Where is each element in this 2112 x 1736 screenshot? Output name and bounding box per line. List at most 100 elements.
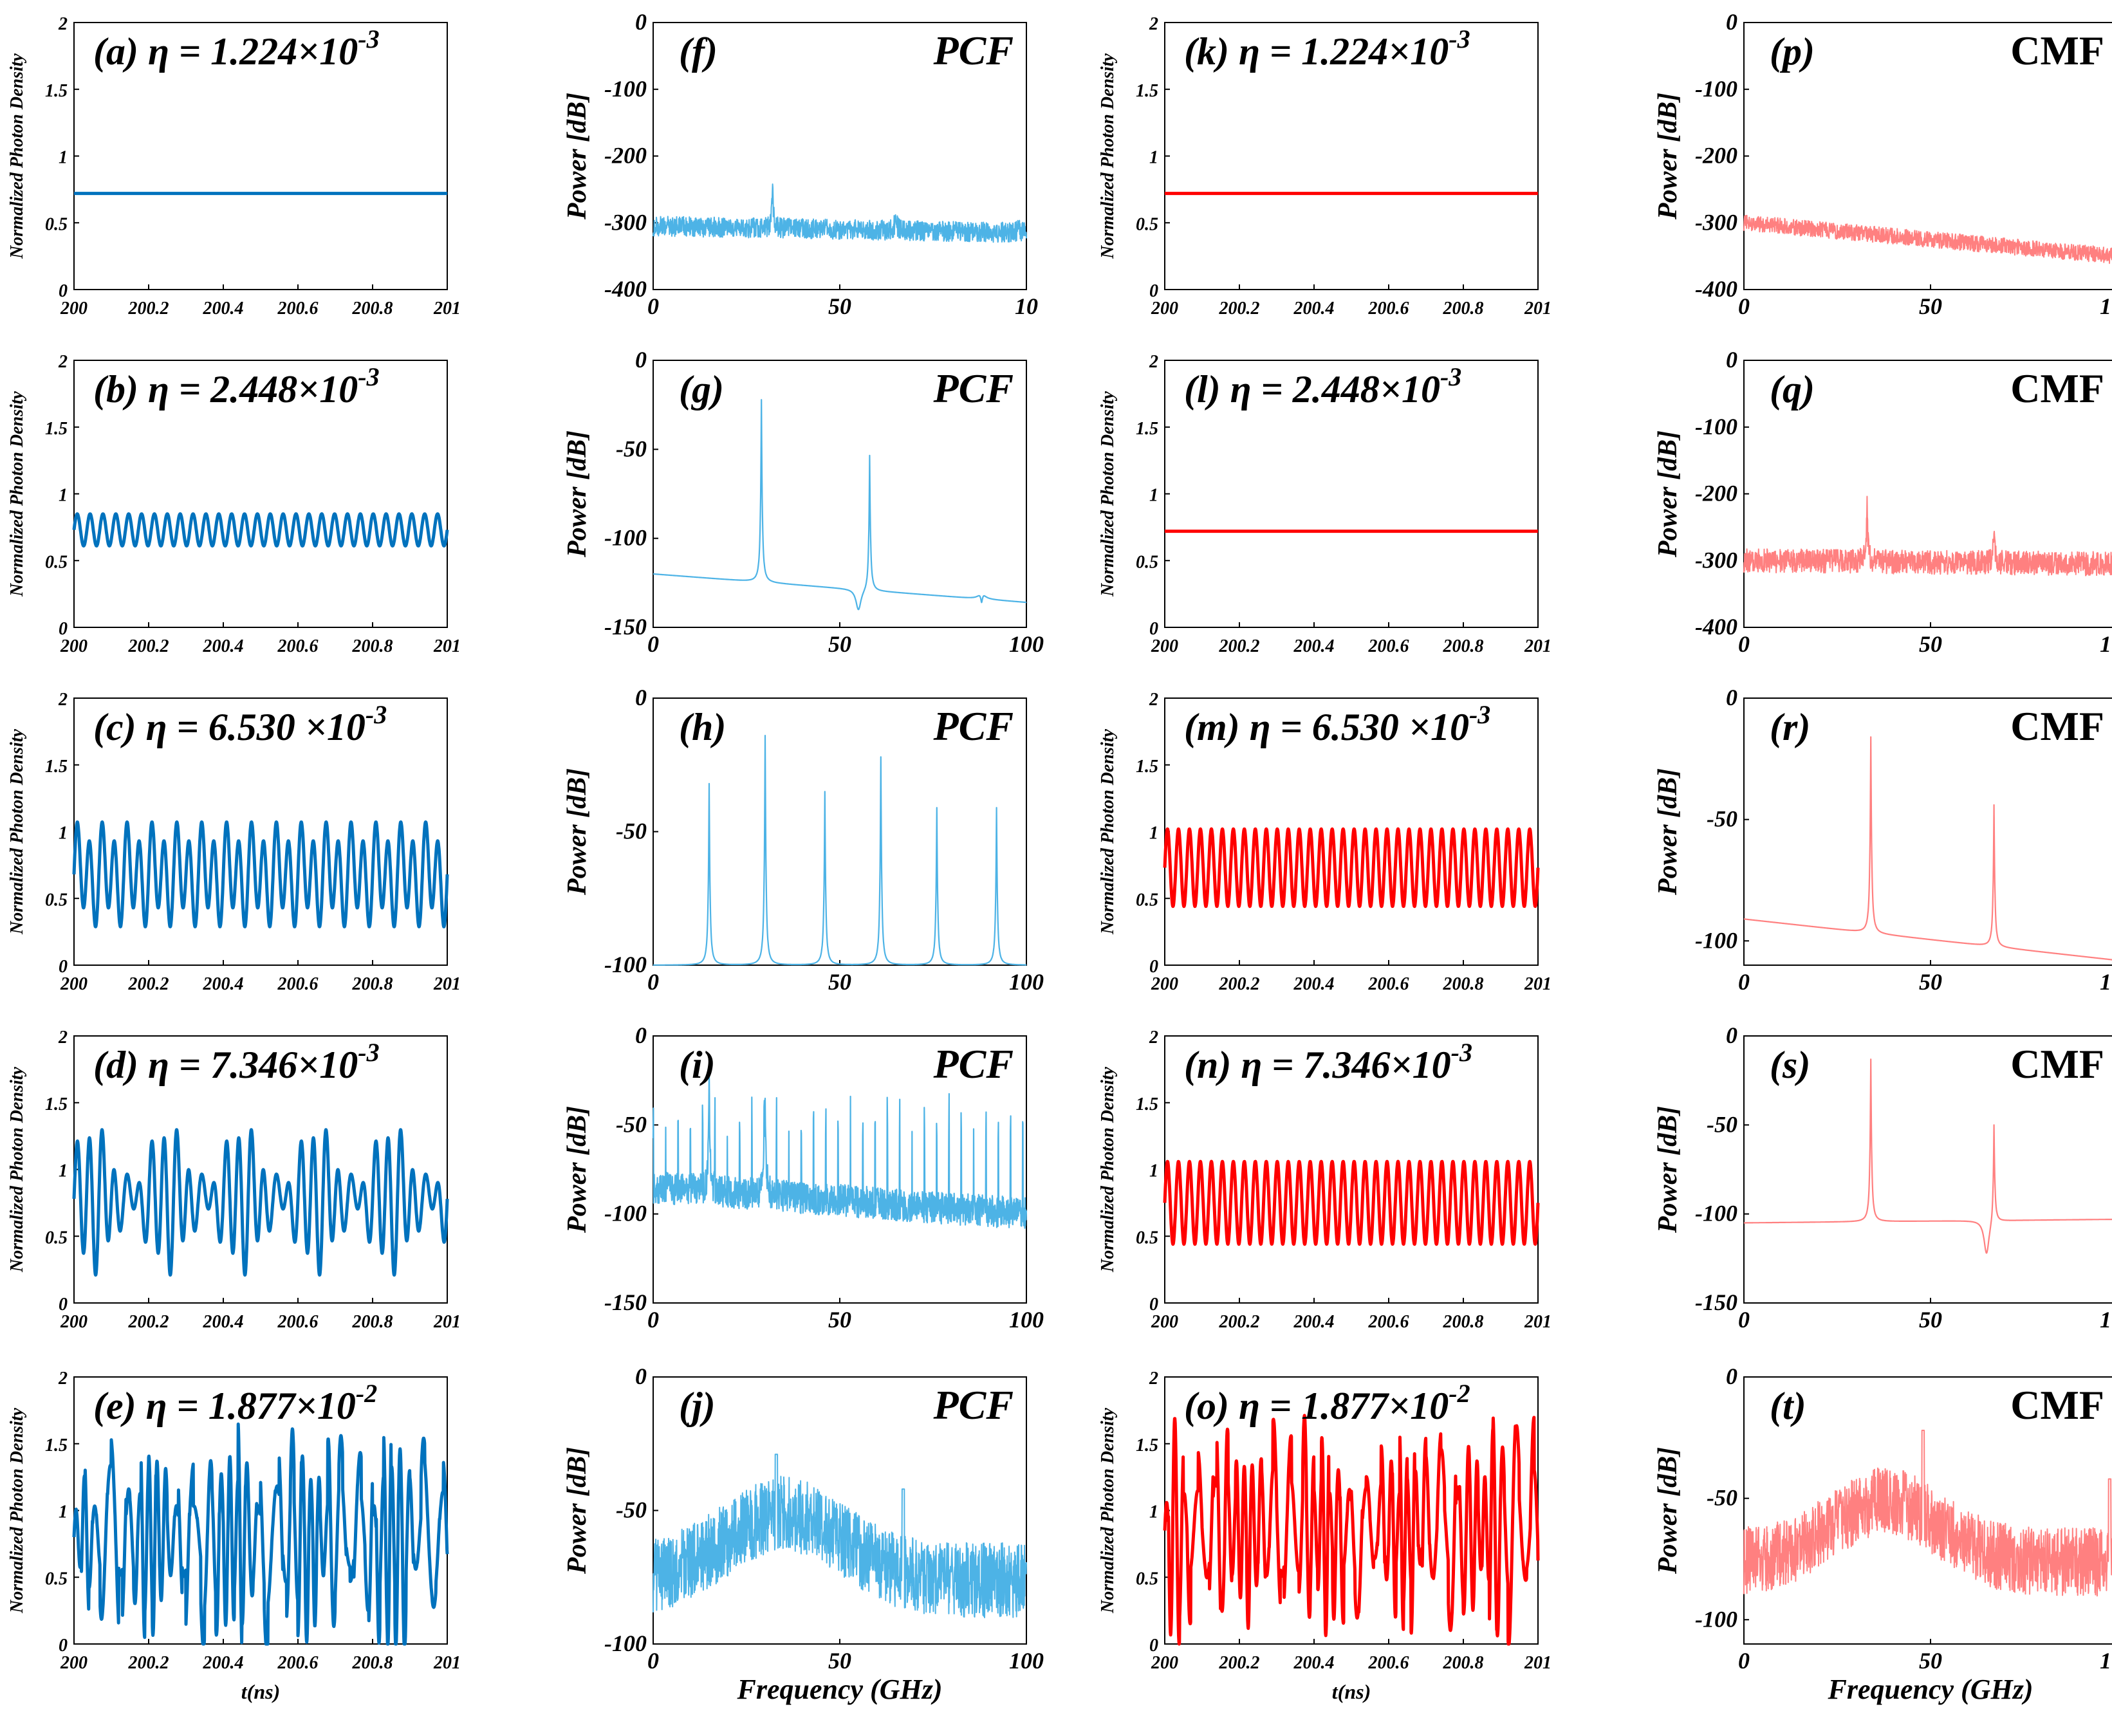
x-tick-label: 201 (433, 299, 461, 319)
y-axis-label: Normalized Photon Density (7, 1407, 27, 1613)
y-tick-label: 1 (1149, 1502, 1158, 1522)
y-tick-label: -400 (604, 276, 647, 302)
fiber-type-label: PCF (933, 703, 1014, 749)
y-tick-label: -100 (604, 525, 647, 551)
panel-label: (a) η = 1.224×10-3 (93, 24, 380, 73)
y-tick-label: 0.5 (1136, 214, 1158, 234)
x-tick-label: 201 (433, 1312, 461, 1332)
spectrum-line (653, 399, 1027, 611)
x-tick-label: 50 (1919, 631, 1942, 657)
panel-label: (l) η = 2.448×10-3 (1184, 362, 1461, 411)
panel-label: (e) η = 1.877×10-2 (93, 1379, 377, 1427)
y-tick-label: -150 (604, 1289, 647, 1315)
y-tick-label: 1 (1149, 486, 1158, 506)
y-tick-label: 0 (635, 685, 647, 710)
x-tick-label: 0 (1738, 969, 1750, 995)
y-tick-label: 1 (1149, 1161, 1158, 1181)
y-axis-label: Normalized Photon Density (7, 53, 27, 259)
panel-i: -150 -100 -50 0 0 50 100 Power [dB] (i) PCF (562, 1022, 1044, 1333)
panel-letter: (j) (679, 1385, 716, 1427)
x-tick-label: 200.8 (1443, 636, 1484, 656)
fiber-type-label: CMF (2010, 703, 2104, 749)
x-tick-label: 200.2 (1219, 1312, 1260, 1332)
y-tick-label: -50 (616, 1497, 647, 1523)
x-tick-label: 50 (828, 293, 851, 319)
x-tick-label: 200.2 (128, 636, 169, 656)
x-tick-label: 201 (1524, 299, 1552, 319)
y-axis-label: Power [dB] (562, 1106, 592, 1233)
y-tick-label: 0 (635, 1022, 647, 1048)
panel-g: -150 -100 -50 0 0 50 100 Power [dB] (g) PCF (562, 347, 1044, 657)
panel-letter: (i) (679, 1044, 716, 1086)
y-tick-label: 1.5 (45, 1094, 68, 1114)
x-tick-label: 200.2 (1219, 636, 1260, 656)
y-tick-label: 0.5 (45, 552, 68, 572)
x-axis-label: t(ns) (1332, 1680, 1371, 1703)
y-tick-label: 2 (1149, 1369, 1158, 1389)
y-tick-label: 0 (1149, 1636, 1158, 1656)
panel-d: 0 0.5 1 1.5 2 200 200.2 200.4 200.6 200.8 201 Norma… (7, 1028, 461, 1332)
x-tick-label: 201 (433, 1653, 461, 1673)
x-tick-label: 100 (1009, 1307, 1044, 1333)
y-tick-label: 2 (58, 1369, 68, 1389)
y-tick-label: 0.5 (45, 214, 68, 234)
panel-j: -100 -50 0 0 50 100 Power [dB] Frequency (GHz) (… (562, 1363, 1044, 1705)
y-tick-label: -50 (1707, 806, 1737, 832)
y-tick-label: -300 (1695, 209, 1737, 235)
y-tick-label: 2 (1149, 352, 1158, 372)
x-tick-label: 200.6 (1368, 636, 1409, 656)
y-tick-label: -50 (616, 1111, 647, 1137)
spectrum-line (1743, 1058, 2112, 1254)
x-tick-label: 200.4 (203, 1653, 244, 1673)
x-tick-label: 0 (1738, 631, 1750, 657)
panel-label: (m) η = 6.530 ×10-3 (1184, 700, 1490, 748)
x-tick-label: 200 (1151, 974, 1178, 994)
x-tick-label: 200.4 (203, 636, 244, 656)
y-tick-label: -50 (1707, 1111, 1737, 1137)
x-tick-label: 200.2 (128, 1312, 169, 1332)
x-tick-label: 200.8 (1443, 299, 1484, 319)
y-tick-label: 2 (58, 690, 68, 710)
panel-c: 0 0.5 1 1.5 2 200 200.2 200.4 200.6 200.8 201 Norma… (7, 690, 461, 994)
x-tick-label: 200.4 (203, 974, 244, 994)
panel-r: -100 -50 0 0 50 100 Power [dB] (r) CMF (1653, 685, 2112, 995)
y-tick-label: -100 (1695, 1201, 1737, 1226)
panel-letter: (p) (1770, 30, 1815, 73)
x-tick-label: 200.6 (277, 1312, 319, 1332)
x-tick-label: 50 (828, 969, 851, 995)
y-tick-label: 0 (635, 347, 647, 373)
panel-k: 0 0.5 1 1.5 2 200 200.2 200.4 200.6 200.8 201 Norma… (1098, 14, 1552, 319)
x-tick-label: 50 (828, 1648, 851, 1674)
y-tick-label: -100 (1695, 414, 1737, 439)
x-tick-label: 200.4 (1293, 1312, 1335, 1332)
x-tick-label: 200.2 (1219, 299, 1260, 319)
x-tick-label: 200.4 (1293, 974, 1335, 994)
x-tick-label: 201 (433, 636, 461, 656)
series-line (72, 1128, 449, 1277)
x-tick-label: 200.4 (1293, 636, 1335, 656)
y-axis-label: Normalized Photon Density (1098, 1066, 1118, 1272)
x-tick-label: 50 (1919, 969, 1942, 995)
y-axis-label: Normalized Photon Density (7, 1066, 27, 1272)
series-line (72, 512, 449, 548)
x-tick-label: 200.2 (1219, 1653, 1260, 1673)
x-tick-label: 100 (1009, 1648, 1044, 1674)
series-line (72, 1422, 449, 1646)
x-tick-label: 200 (1151, 1312, 1178, 1332)
x-tick-label: 200.8 (352, 299, 393, 319)
y-tick-label: -300 (1695, 547, 1737, 573)
y-axis-label: Power [dB] (1653, 430, 1683, 558)
y-tick-label: 0 (1149, 281, 1158, 301)
x-tick-label: 200.2 (128, 1653, 169, 1673)
spectrum-line (1743, 1430, 2112, 1597)
y-tick-label: 0 (1726, 347, 1737, 373)
y-tick-label: -200 (1695, 481, 1737, 506)
y-tick-label: 0 (59, 1295, 68, 1315)
y-tick-label: -50 (1707, 1485, 1737, 1511)
x-tick-label: 200.8 (1443, 1312, 1484, 1332)
y-tick-label: -50 (616, 818, 647, 844)
x-tick-label: 200.6 (277, 299, 319, 319)
panel-label: (o) η = 1.877×10-2 (1184, 1379, 1470, 1427)
x-tick-label: 50 (1919, 293, 1942, 319)
